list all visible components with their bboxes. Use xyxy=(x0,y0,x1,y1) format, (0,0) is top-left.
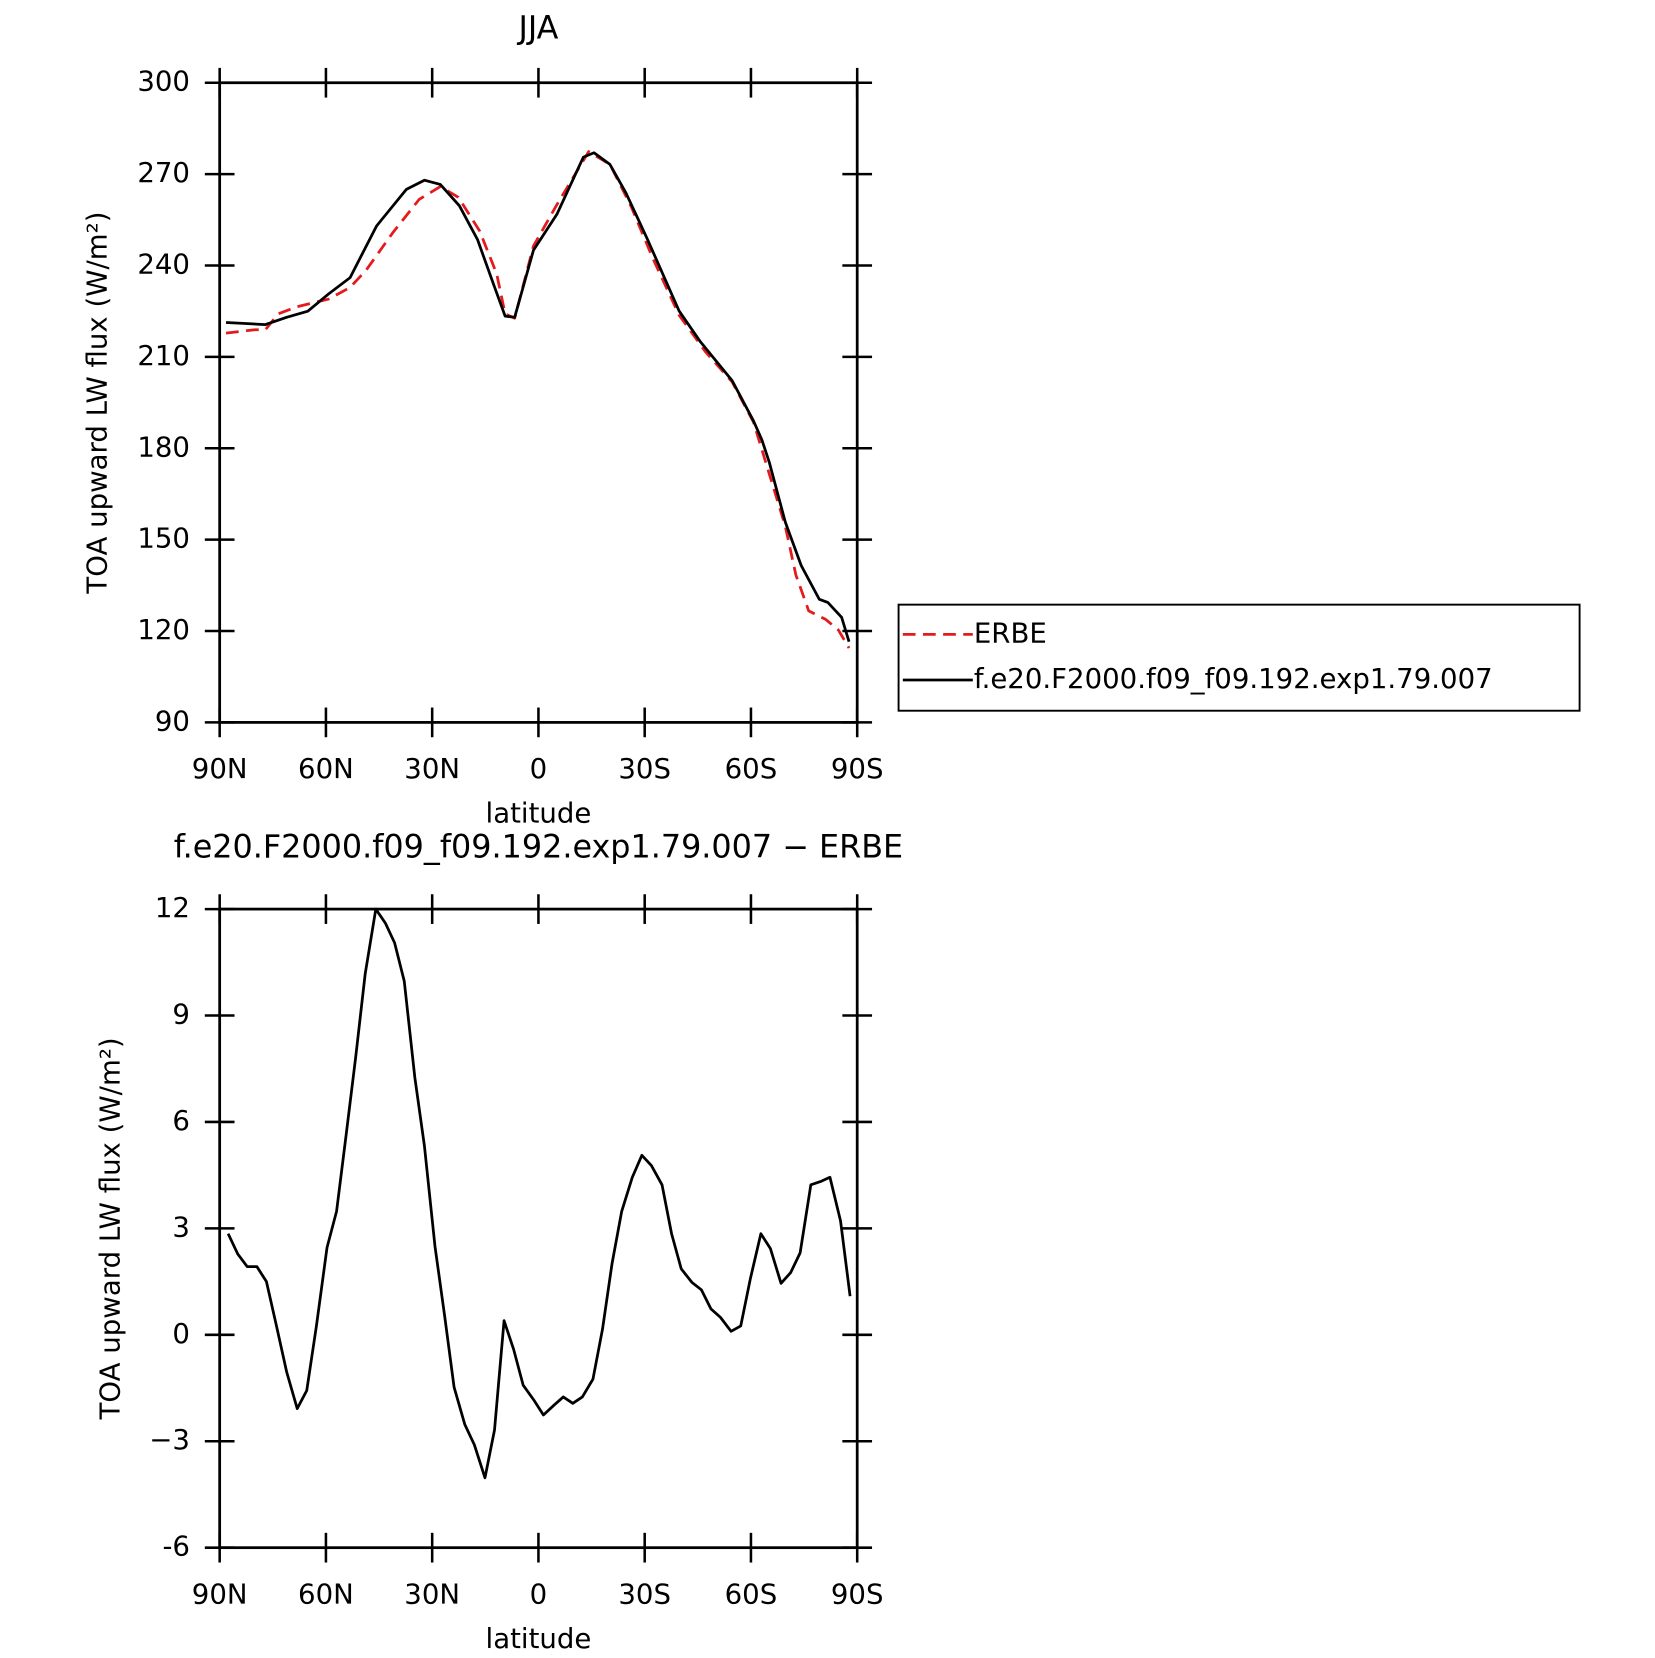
x-axis-label: latitude xyxy=(486,1622,592,1655)
x-tick-label: 60N xyxy=(298,1577,354,1610)
y-tick-label: 300 xyxy=(137,65,190,98)
x-tick-label: 90N xyxy=(192,1577,248,1610)
y-tick-label: 180 xyxy=(137,430,190,463)
x-tick-label: 30S xyxy=(618,752,671,785)
data-line xyxy=(226,907,852,1480)
y-tick-label: 6 xyxy=(172,1104,190,1137)
x-tick-label: 30S xyxy=(618,1577,671,1610)
data-line xyxy=(225,151,851,643)
x-tick-label: 90N xyxy=(192,752,248,785)
y-tick-label: 240 xyxy=(137,247,190,280)
x-tick-label: 90S xyxy=(831,1577,884,1610)
x-tick-label: 30N xyxy=(404,752,460,785)
y-axis-label: TOA upward LW flux (W/m²) xyxy=(93,1037,126,1420)
y-axis-label: TOA upward LW flux (W/m²) xyxy=(81,212,114,595)
legend-label: ERBE xyxy=(974,616,1047,649)
y-tick-label: 90 xyxy=(155,704,190,737)
x-tick-label: 0 xyxy=(530,752,548,785)
chart-title: JJA xyxy=(516,9,558,47)
y-tick-label: −3 xyxy=(149,1423,190,1456)
x-tick-label: 60N xyxy=(298,752,354,785)
legend-box xyxy=(897,603,1581,712)
y-tick-label: 270 xyxy=(137,156,190,189)
y-tick-label: 120 xyxy=(137,613,190,646)
chart-title: f.e20.F2000.f09_f09.192.exp1.79.007 − ER… xyxy=(174,828,903,866)
x-tick-label: 60S xyxy=(725,1577,778,1610)
x-axis-label: latitude xyxy=(486,797,592,830)
x-tick-label: 30N xyxy=(404,1577,460,1610)
y-tick-label: 210 xyxy=(137,339,190,372)
x-tick-label: 60S xyxy=(725,752,778,785)
y-tick-label: -6 xyxy=(162,1530,189,1563)
x-tick-label: 0 xyxy=(530,1577,548,1610)
plot-frame xyxy=(218,907,859,1550)
legend-label: f.e20.F2000.f09_f09.192.exp1.79.007 xyxy=(974,662,1493,695)
plot-frame xyxy=(218,81,859,724)
y-tick-label: 0 xyxy=(172,1317,190,1350)
y-tick-label: 12 xyxy=(155,891,190,924)
y-tick-label: 9 xyxy=(172,998,190,1031)
y-tick-label: 3 xyxy=(172,1210,190,1243)
data-line xyxy=(225,150,851,649)
x-tick-label: 90S xyxy=(831,752,884,785)
y-tick-label: 150 xyxy=(137,522,190,555)
